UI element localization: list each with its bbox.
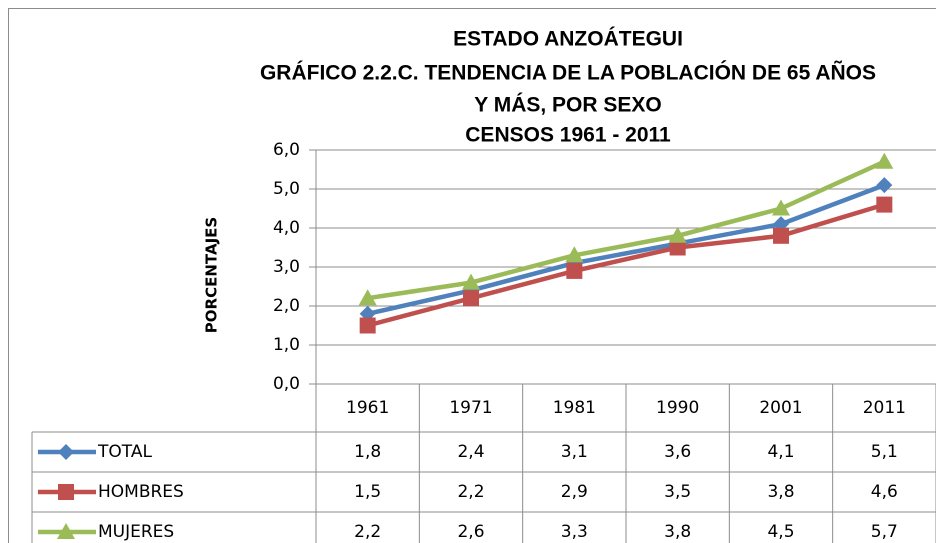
x-tick-label: 1971 [449,398,492,418]
table-value: 3,5 [664,482,691,502]
table-value: 3,8 [767,482,794,502]
legend-marker [57,523,75,539]
x-tick-label: 1990 [656,398,699,418]
legend-marker [58,484,74,500]
y-tick-label: 0,0 [273,374,300,394]
marker [875,152,894,169]
table-value: 5,1 [871,442,898,462]
marker [668,226,687,243]
marker [876,196,893,213]
marker [566,262,583,279]
marker [876,177,893,194]
table-value: 2,6 [457,522,484,542]
y-tick-label: 2,0 [273,296,300,316]
y-tick-label: 6,0 [273,140,300,160]
marker [359,317,376,334]
line-series [367,202,885,328]
table-value: 1,8 [354,442,381,462]
x-tick-label: 1981 [553,398,596,418]
legend-marker [58,444,74,460]
legend-label: TOTAL [97,442,152,462]
marker [565,246,584,263]
marker [462,273,480,290]
table-value: 2,2 [457,482,484,502]
chart-title: Y MÁS, POR SEXO [474,94,662,117]
y-tick-label: 3,0 [273,257,300,277]
x-tick-label: 2011 [863,398,906,418]
table-value: 4,1 [767,442,794,462]
chart-title: ESTADO ANZOÁTEGUI [453,28,683,51]
marker [773,227,789,244]
legend-label: HOMBRES [98,482,184,502]
table-value: 5,7 [871,522,898,542]
y-tick-label: 5,0 [273,179,300,199]
marker [669,239,686,256]
table-value: 2,4 [457,442,484,462]
table-value: 2,2 [354,522,381,542]
x-tick-label: 2001 [759,398,802,418]
y-tick-label: 1,0 [273,335,300,355]
table-value: 3,6 [664,442,691,462]
legend-label: MUJERES [98,522,174,542]
marker [463,290,479,307]
table-value: 3,1 [561,442,588,462]
table-value: 3,3 [561,522,588,542]
chart-title: CENSOS 1961 - 2011 [465,124,671,147]
marker [358,289,377,306]
chart-border [8,8,936,543]
line-series [367,159,886,301]
table-value: 1,5 [354,482,381,502]
table-value: 3,8 [664,522,691,542]
y-axis-label: PORCENTAJES [203,217,221,333]
marker [772,199,790,216]
table-value: 4,6 [871,482,898,502]
table-value: 4,5 [767,522,794,542]
line-series [367,182,886,316]
x-tick-label: 1961 [346,398,389,418]
y-tick-label: 4,0 [273,218,300,238]
chart-title: GRÁFICO 2.2.C. TENDENCIA DE LA POBLACIÓN… [260,61,876,85]
table-value: 2,9 [561,482,588,502]
